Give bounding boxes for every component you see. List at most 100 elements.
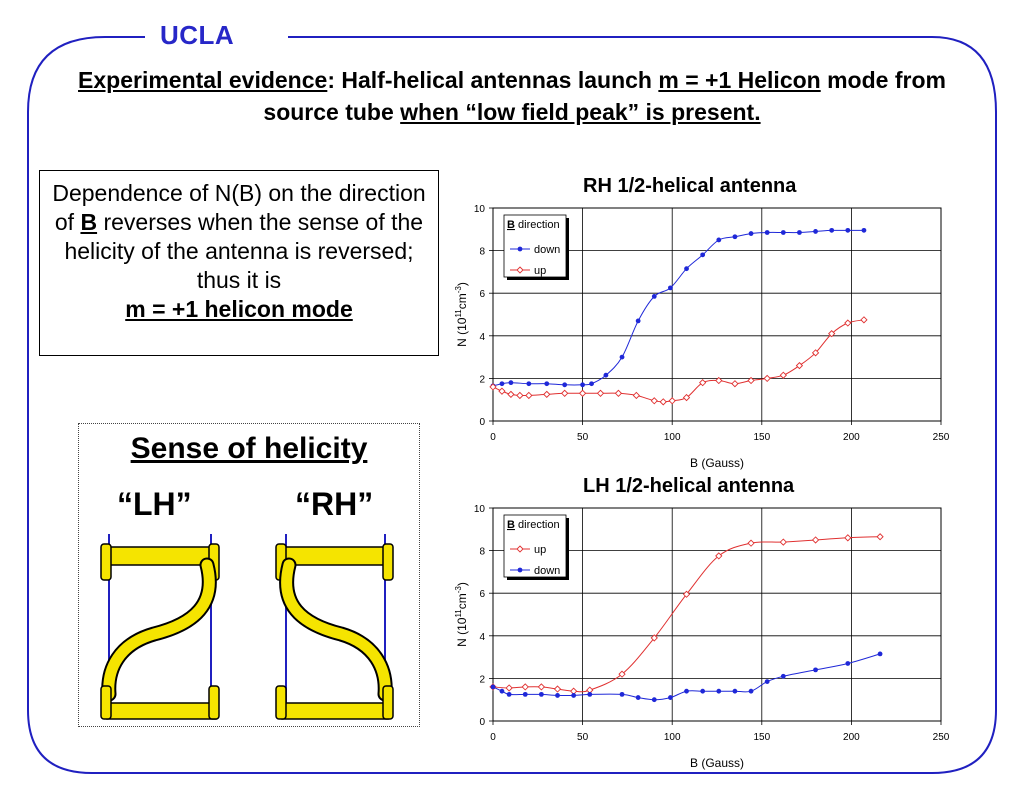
data-point-down — [861, 227, 867, 233]
data-point-up — [715, 552, 723, 560]
data-point-down — [506, 691, 512, 697]
data-point-up — [795, 361, 804, 370]
antenna-diagrams — [100, 534, 394, 720]
legend-marker-up — [516, 545, 524, 553]
lh-label: “LH” — [117, 486, 192, 522]
data-point-up — [489, 383, 497, 391]
x-tick-label: 250 — [933, 432, 950, 443]
data-point-down — [797, 230, 802, 235]
title-condition: when “low field peak” is present. — [400, 99, 761, 125]
y-tick-label: 8 — [479, 547, 485, 558]
data-point-down — [684, 688, 689, 694]
data-point-up — [659, 398, 667, 406]
data-point-up — [632, 391, 640, 400]
data-point-down — [732, 688, 738, 694]
data-point-down — [700, 688, 706, 694]
data-point-down — [490, 684, 496, 690]
ucla-logo: UCLA — [160, 20, 235, 50]
x-tick-label: 250 — [933, 732, 950, 743]
explanation-box: Dependence of N(B) on the direction of B… — [39, 170, 439, 356]
data-point-up — [699, 379, 707, 387]
data-point-down — [603, 372, 609, 378]
data-point-down — [813, 667, 818, 673]
legend-title-rest: direction — [515, 219, 560, 231]
data-point-down — [522, 691, 528, 697]
y-tick-label: 4 — [479, 332, 485, 343]
data-point-down — [508, 380, 514, 386]
data-point-up — [763, 374, 771, 383]
data-point-up — [747, 376, 755, 385]
explanation-text-a: Dependence of N(B) on the direction of — [52, 180, 426, 235]
data-point-down — [684, 266, 689, 272]
data-point-down — [619, 354, 625, 360]
data-point-down — [499, 688, 505, 694]
series-line-down — [492, 653, 881, 701]
series-line-up — [492, 536, 881, 693]
data-point-down — [635, 695, 641, 700]
data-point-up — [498, 387, 506, 395]
legend-marker-down — [517, 246, 523, 252]
y-axis-label-part: ) — [455, 282, 469, 286]
data-point-up — [578, 389, 587, 397]
x-tick-label: 200 — [843, 732, 860, 743]
chart-lh-title: LH 1/2-helical antenna — [583, 475, 795, 497]
data-point-down — [845, 661, 851, 666]
data-point-down — [780, 673, 786, 679]
y-tick-label: 0 — [479, 417, 485, 428]
x-tick-label: 100 — [664, 432, 681, 443]
title-mode: m = +1 Helicon — [658, 67, 821, 93]
data-point-down — [732, 234, 738, 240]
legend-title-b: B — [507, 219, 515, 231]
data-point-up — [596, 389, 605, 397]
x-tick-label: 50 — [577, 432, 589, 443]
legend-label-up: up — [534, 265, 546, 277]
data-point-up — [553, 685, 562, 693]
title-source: mode from source tube — [263, 67, 946, 125]
data-point-up — [876, 533, 884, 541]
data-point-up — [682, 590, 691, 598]
data-point-up — [779, 371, 787, 379]
data-point-up — [537, 683, 546, 691]
y-tick-label: 8 — [479, 247, 485, 258]
data-point-down — [716, 237, 722, 243]
data-point-down — [555, 693, 560, 698]
data-point-up — [682, 393, 691, 402]
data-point-up — [505, 684, 513, 692]
data-point-up — [860, 316, 868, 324]
helicity-box: Sense of helicity “LH” “RH” — [78, 423, 420, 727]
y-tick-label: 10 — [474, 204, 486, 215]
data-point-up — [811, 349, 820, 357]
data-point-up — [618, 670, 626, 678]
data-point-down — [813, 229, 818, 234]
explanation-conclusion: m = +1 helicon mode — [125, 296, 353, 322]
legend-marker-up — [516, 266, 524, 274]
data-point-up — [828, 330, 836, 338]
y-tick-label: 10 — [474, 504, 486, 515]
data-point-up — [525, 391, 533, 400]
data-point-up — [668, 397, 676, 405]
rh-antenna-icon — [275, 534, 394, 720]
y-tick-label: 6 — [479, 289, 485, 300]
legend-label-down: down — [534, 565, 560, 577]
data-point-down — [580, 382, 585, 388]
data-point-down — [668, 695, 673, 700]
data-point-up — [747, 539, 755, 547]
data-point-down — [716, 688, 722, 694]
data-point-down — [700, 252, 706, 258]
x-tick-label: 150 — [753, 732, 770, 743]
data-point-down — [587, 691, 593, 697]
data-point-down — [748, 688, 754, 694]
legend-title-b: B — [507, 519, 515, 531]
y-axis-label-part: cm — [455, 293, 469, 309]
data-point-down — [562, 382, 568, 388]
y-axis-label-part: 11 — [454, 609, 463, 618]
data-point-down — [668, 285, 673, 291]
data-point-down — [764, 679, 770, 684]
legend-label-down: down — [534, 244, 560, 256]
y-axis-label: N (1011cm-3) — [454, 582, 469, 647]
helicity-title: Sense of helicity — [130, 432, 368, 465]
title-evidence: Experimental evidence — [78, 67, 328, 93]
legend-title: B direction — [507, 519, 560, 531]
